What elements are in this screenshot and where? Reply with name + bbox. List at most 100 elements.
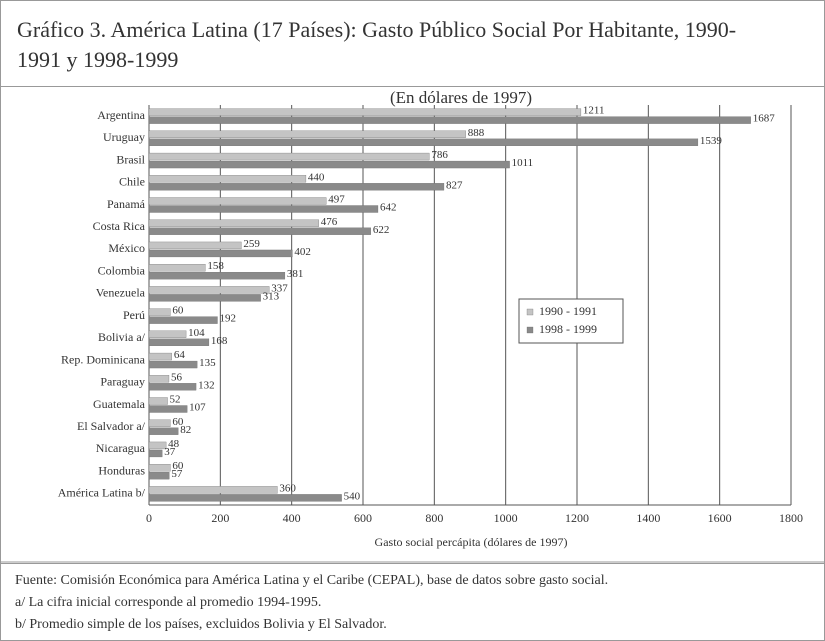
bar [148,449,163,458]
bar [148,227,371,235]
data-label: 888 [468,127,485,139]
bar [148,316,218,324]
y-tick-label: Honduras [98,463,145,477]
bar [148,464,171,472]
data-label: 56 [171,371,183,383]
y-tick-label: Colombia [98,263,146,277]
bar [148,108,582,116]
data-label: 64 [174,349,186,361]
notes: Fuente: Comisión Económica para América … [1,563,824,636]
data-label: 259 [243,238,260,250]
data-label: 82 [180,424,191,436]
bar [148,264,206,272]
bar [148,219,319,227]
data-label: 60 [172,305,184,317]
bar [148,441,167,450]
y-tick-label: El Salvador a/ [77,419,146,433]
data-label: 57 [171,468,183,480]
chart-subtitle: (En dólares de 1997) [390,88,532,107]
bar [148,286,270,294]
y-tick-label: Paraguay [100,375,145,389]
data-label: 107 [189,402,206,414]
data-label: 337 [271,282,288,294]
note: b/ Promedio simple de los países, exclui… [15,617,387,632]
bar [148,419,171,427]
x-tick-label: 800 [425,511,443,525]
x-tick-label: 200 [211,511,229,525]
y-tick-label: Argentina [97,108,145,122]
y-tick-label: Rep. Dominicana [61,352,146,366]
bar [148,116,751,124]
bar [148,360,198,369]
y-tick-label: Uruguay [103,130,145,144]
bar [148,405,188,413]
bar [148,160,510,169]
data-label: 1539 [700,135,723,147]
data-label: 381 [287,268,304,280]
y-tick-label: Perú [123,308,145,322]
y-tick-label: Venezuela [96,286,146,300]
bar [148,494,342,502]
x-tick-label: 0 [146,511,152,525]
bar [148,175,307,183]
note: a/ La cifra inicial corresponde al prome… [15,595,322,610]
data-label: 37 [164,446,176,458]
bar [148,197,327,205]
y-tick-label: México [108,241,145,255]
bar [148,383,197,391]
y-tick-label: Guatemala [93,397,146,411]
x-tick-label: 1600 [708,511,732,525]
bar [148,397,168,405]
bar [148,472,170,480]
data-label: 192 [219,313,236,325]
bar [148,205,379,213]
data-label: 497 [328,194,345,206]
data-label: 168 [211,335,228,347]
note: Fuente: Comisión Económica para América … [15,573,609,588]
data-label: 440 [308,171,325,183]
bar [148,486,278,494]
data-label: 642 [380,202,397,214]
bar [148,338,210,346]
bar [148,272,286,280]
x-axis-label: Gasto social percápita (dólares de 1997) [375,535,568,549]
y-tick-label: Panamá [107,197,146,211]
data-label: 60 [172,460,184,472]
bar [148,183,445,191]
bar [148,352,172,361]
data-label: 1211 [583,105,605,117]
data-label: 132 [198,379,215,391]
data-label: 135 [199,357,216,369]
data-label: 786 [431,149,448,161]
x-tick-label: 400 [283,511,301,525]
title-box: Gráfico 3. América Latina (17 Países): G… [1,1,824,87]
bar [148,308,171,316]
y-tick-label: Costa Rica [93,219,146,233]
y-tick-label: América Latina b/ [58,486,146,500]
bar [148,375,170,383]
x-tick-label: 600 [354,511,372,525]
chart: (En dólares de 1997) Gasto social percáp… [1,88,824,563]
data-label: 60 [172,416,184,428]
bar [148,330,187,338]
data-label: 158 [207,260,224,272]
y-tick-label: Brasil [116,152,145,166]
bar [148,249,293,258]
legend-box [518,298,624,344]
y-tick-label: Bolivia a/ [98,330,146,344]
data-label: 622 [373,224,390,236]
x-tick-label: 1400 [636,511,660,525]
chart-title: Gráfico 3. América Latina (17 Países): G… [17,17,737,72]
data-label: 48 [168,438,180,450]
bar [148,241,242,250]
x-tick-label: 1800 [779,511,803,525]
legend-swatch [526,326,534,334]
data-label: 360 [279,482,296,494]
x-tick-label: 1200 [565,511,589,525]
x-tick-label: 1000 [494,511,518,525]
data-label: 52 [170,394,181,406]
legend-label: 1990 - 1991 [539,304,597,318]
bar [148,138,699,146]
data-label: 827 [446,179,463,191]
